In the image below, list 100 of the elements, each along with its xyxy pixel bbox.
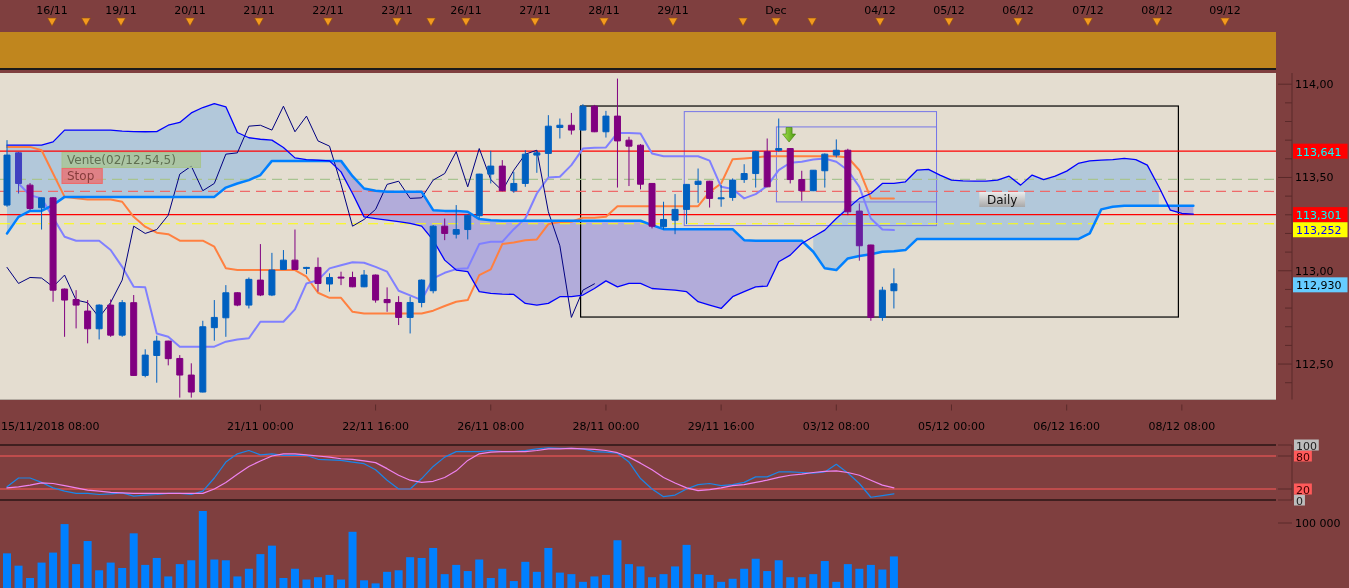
bar	[95, 570, 104, 588]
bar	[417, 557, 426, 588]
bar	[636, 566, 645, 588]
bar	[694, 574, 703, 588]
candlestick	[372, 274, 380, 304]
candlestick	[613, 78, 621, 189]
candlestick	[118, 299, 126, 338]
candlestick	[130, 294, 138, 377]
candlestick	[383, 286, 391, 313]
candlestick	[441, 218, 449, 241]
ref-line-label: 113,252	[1296, 223, 1342, 237]
candlestick	[349, 271, 357, 288]
bar	[613, 540, 622, 588]
line-series	[6, 145, 895, 315]
bar	[682, 544, 691, 588]
bar	[624, 564, 633, 588]
text: Dec	[765, 3, 787, 17]
bar	[313, 577, 322, 588]
candlestick	[233, 291, 241, 307]
candlestick	[3, 139, 11, 208]
bar	[809, 574, 818, 588]
bar	[878, 569, 887, 588]
text: 15/11/2018 08:00	[1, 419, 100, 433]
candlestick	[694, 168, 702, 204]
candlestick	[15, 151, 23, 195]
candlestick	[256, 243, 264, 297]
bar	[141, 564, 150, 588]
candlestick	[314, 257, 322, 293]
bar	[221, 560, 230, 588]
candlestick	[452, 204, 460, 239]
candlestick	[809, 169, 817, 192]
bar	[521, 561, 530, 588]
bar	[463, 571, 472, 588]
bar	[337, 579, 346, 588]
bar	[210, 559, 219, 588]
bar	[498, 568, 507, 588]
candlestick	[602, 110, 610, 139]
text: 29/11	[657, 3, 689, 17]
bar	[164, 576, 173, 588]
candlestick	[326, 272, 334, 293]
bar	[786, 577, 795, 588]
bar	[843, 564, 852, 588]
text: 112,930	[1296, 278, 1342, 292]
x-tick-label: 08/12 08:00	[1148, 419, 1216, 433]
bar	[187, 560, 196, 588]
y-tick-label: 113,50	[1295, 170, 1334, 184]
candlestick	[475, 173, 483, 220]
candlestick	[544, 114, 552, 178]
text: 16/11	[36, 3, 68, 17]
bar	[601, 574, 610, 588]
bar	[452, 564, 461, 588]
bar	[797, 577, 806, 588]
y-tick-label: 113,00	[1295, 264, 1334, 278]
bar	[717, 581, 726, 588]
bar	[648, 577, 657, 588]
line-series	[6, 105, 595, 318]
bar	[705, 574, 714, 588]
bar	[198, 511, 207, 588]
candlestick	[510, 171, 518, 194]
candlestick	[395, 295, 403, 326]
bar	[889, 556, 898, 588]
candlestick	[164, 340, 172, 366]
text: 23/11	[381, 3, 413, 17]
candlestick	[49, 196, 57, 303]
candlestick	[775, 118, 783, 153]
ref-line-label: 113,641	[1296, 145, 1342, 159]
text: 09/12	[1209, 3, 1241, 17]
candlestick	[625, 136, 633, 187]
bar	[37, 562, 46, 588]
bar	[763, 571, 772, 588]
x-tick-label: 28/11 00:00	[572, 419, 640, 433]
text: 22/11	[312, 3, 344, 17]
bar	[175, 564, 184, 588]
bar	[106, 562, 115, 588]
text: 08/12	[1141, 3, 1173, 17]
candlestick	[141, 348, 149, 378]
ref-line-label: 113,301	[1296, 208, 1342, 222]
candlestick	[187, 362, 195, 399]
candlestick	[671, 193, 679, 235]
bar	[302, 579, 311, 588]
bar	[371, 583, 380, 588]
bar	[325, 574, 334, 588]
bar	[118, 567, 127, 588]
bar	[567, 574, 576, 588]
y-tick-label: 0	[1296, 494, 1303, 507]
candlestick	[337, 271, 345, 286]
candlestick	[740, 163, 748, 184]
candlestick	[798, 170, 806, 202]
candlestick	[176, 354, 184, 399]
text: 19/11	[105, 3, 137, 17]
candlestick	[199, 320, 207, 393]
bar	[486, 577, 495, 588]
bar	[233, 576, 242, 588]
candlestick	[72, 289, 80, 329]
candlestick	[683, 183, 691, 225]
candlestick	[210, 299, 218, 342]
bar	[60, 524, 69, 588]
bar	[659, 574, 668, 588]
line-series	[6, 102, 1195, 310]
candlestick	[268, 252, 276, 297]
